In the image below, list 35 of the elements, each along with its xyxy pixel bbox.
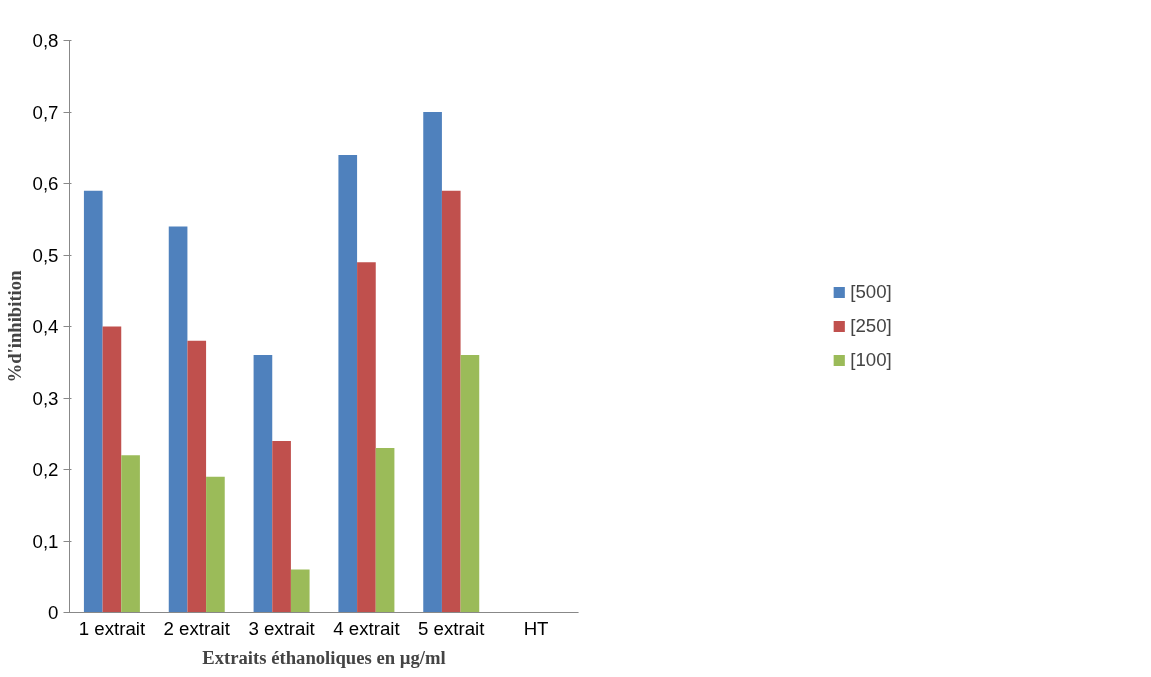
bar [206, 476, 225, 613]
bar [102, 326, 122, 613]
x-tick-label: 4 extrait [333, 617, 401, 639]
x-tick-label: HT [523, 617, 549, 639]
y-axis-title: %d'inhibition [3, 269, 25, 383]
y-tick-label: 0 [48, 602, 59, 623]
bar [357, 262, 376, 613]
y-tick-label: 0,1 [32, 530, 59, 552]
bar [460, 355, 480, 613]
legend-label: [500] [850, 281, 892, 303]
y-tick-label: 0,7 [32, 101, 59, 123]
x-tick-label: 3 extrait [248, 617, 316, 639]
y-tick-label: 0,4 [32, 316, 59, 337]
y-tick-label: 0,6 [32, 173, 59, 194]
y-tick-label: 0,2 [32, 459, 59, 480]
x-tick-label: 2 extrait [163, 617, 231, 639]
bar [338, 154, 358, 613]
x-tick-label: 1 extrait [78, 617, 146, 639]
bar [423, 112, 442, 613]
bar [83, 190, 103, 613]
bar [253, 355, 273, 613]
bar [168, 226, 188, 613]
x-axis-title: Extraits éthanoliques en µg/ml [202, 646, 446, 668]
bar [375, 448, 395, 613]
legend-label: [250] [850, 315, 892, 337]
bar [272, 440, 291, 613]
y-tick-label: 0,8 [32, 30, 59, 51]
bar [121, 455, 140, 613]
x-tick-label: 5 extrait [418, 617, 486, 639]
y-tick-label: 0,5 [32, 244, 59, 266]
bar [441, 190, 461, 613]
legend-label: [100] [850, 349, 892, 371]
bar [290, 569, 310, 613]
bar [187, 340, 207, 613]
y-tick-label: 0,3 [32, 387, 59, 409]
